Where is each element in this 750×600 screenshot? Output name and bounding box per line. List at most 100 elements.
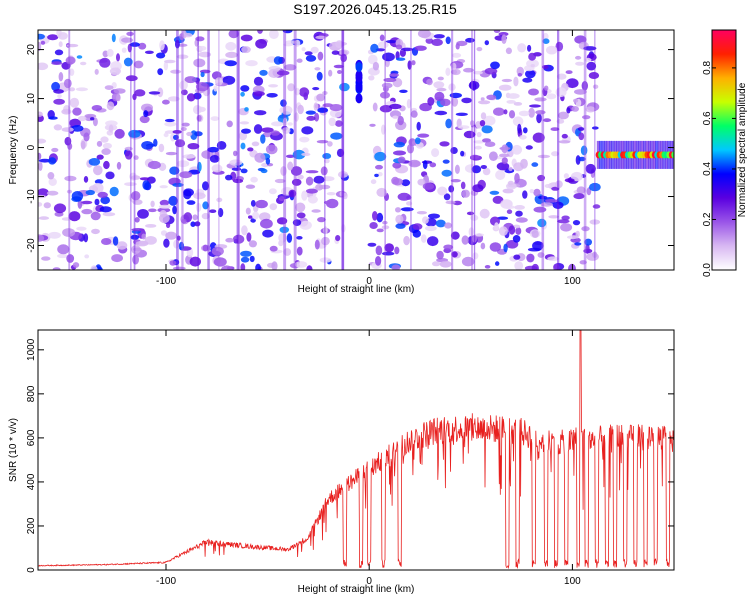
heatmap-cell xyxy=(445,36,451,45)
heatmap-cell xyxy=(207,146,220,153)
heatmap-cell xyxy=(198,45,207,51)
heatmap-cell xyxy=(445,67,451,77)
heatmap-cell xyxy=(315,184,324,191)
heatmap-cell xyxy=(265,144,278,155)
heatmap-cell xyxy=(441,169,453,177)
heatmap-cell xyxy=(213,257,227,267)
heatmap-cell xyxy=(145,224,157,228)
heatmap-cell xyxy=(109,186,119,197)
heatmap-cell xyxy=(255,39,267,49)
heatmap-cell xyxy=(238,131,248,141)
heatmap-cell xyxy=(434,91,445,102)
heatmap-streak xyxy=(207,30,210,270)
heatmap-cell xyxy=(222,75,236,85)
heatmap-cell xyxy=(61,127,74,132)
heatmap-cell xyxy=(495,170,506,180)
heatmap-cell xyxy=(317,107,329,113)
heatmap-cell xyxy=(106,101,115,111)
heatmap-cell xyxy=(40,40,46,45)
heatmap-cell xyxy=(512,116,524,127)
heatmap-cell xyxy=(393,141,405,148)
heatmap-cell xyxy=(69,97,80,108)
heatmap-cell xyxy=(416,211,427,215)
heatmap-cell xyxy=(431,148,440,158)
heatmap-cell xyxy=(134,217,140,223)
heatmap-cell xyxy=(126,31,134,36)
heatmap-cell xyxy=(253,124,263,134)
heatmap-cell xyxy=(455,112,468,117)
heatmap-cell xyxy=(270,130,281,136)
heatmap-cell xyxy=(383,77,397,83)
heatmap-cell xyxy=(271,261,278,270)
colorbar-tick-label: 0.0 xyxy=(702,263,713,277)
snr-frame xyxy=(37,329,675,571)
heatmap-cell xyxy=(157,87,164,98)
heatmap-cell xyxy=(428,213,440,219)
heatmap-cell xyxy=(65,56,76,65)
heatmap-cell xyxy=(94,198,100,206)
heatmap-cell xyxy=(83,132,90,142)
y-tick-label: 800 xyxy=(26,385,37,402)
heatmap-cell xyxy=(48,116,58,120)
heatmap-cell xyxy=(172,266,186,270)
heatmap-cell xyxy=(66,43,79,48)
heatmap-cell xyxy=(96,140,103,147)
heatmap-cell xyxy=(515,217,528,223)
heatmap-cell xyxy=(262,229,274,238)
heatmap-cell xyxy=(583,46,597,51)
heatmap-cell xyxy=(542,38,550,44)
heatmap-cell xyxy=(496,162,510,171)
heatmap-cell xyxy=(322,153,332,160)
heatmap-cell xyxy=(102,142,112,149)
heatmap-cell xyxy=(148,208,157,213)
heatmap-cell xyxy=(94,179,104,185)
heatmap-cell xyxy=(193,58,206,68)
heatmap-cell xyxy=(147,160,161,170)
heatmap-cell xyxy=(368,54,378,65)
heatmap-cell xyxy=(429,162,437,168)
heatmap-cell xyxy=(397,156,406,164)
heatmap-cell xyxy=(433,81,445,89)
y-tick-label: -10 xyxy=(26,189,37,204)
heatmap-cell xyxy=(376,187,388,197)
heatmap-cell xyxy=(48,157,57,165)
heatmap-cell xyxy=(225,51,239,59)
heatmap-cell xyxy=(525,69,536,79)
heatmap-cell xyxy=(281,127,291,134)
heatmap-cell xyxy=(76,226,87,231)
heatmap-cell xyxy=(296,246,303,256)
heatmap-cell xyxy=(588,72,600,79)
heatmap-cell xyxy=(382,52,395,62)
heatmap-cell xyxy=(53,203,67,214)
heatmap-cell xyxy=(513,254,521,260)
heatmap-cell xyxy=(575,55,582,60)
heatmap-cell xyxy=(443,244,454,250)
colorbar-tick-label: 0.8 xyxy=(702,61,713,75)
heatmap-cell xyxy=(195,36,205,42)
heatmap-cell xyxy=(221,265,233,270)
heatmap-cell xyxy=(158,204,172,209)
heatmap-cell xyxy=(116,161,122,170)
heatmap-cell xyxy=(101,238,112,245)
heatmap-cell xyxy=(224,60,237,67)
heatmap-cell xyxy=(316,71,323,81)
heatmap-streak xyxy=(471,30,474,270)
heatmap-cell xyxy=(417,30,431,38)
heatmap-cell xyxy=(53,124,63,131)
heatmap-cell xyxy=(557,111,569,120)
chart-title: S197.2026.045.13.25.R15 xyxy=(293,1,457,17)
heatmap-cell xyxy=(137,209,149,219)
heatmap-cell xyxy=(211,246,224,256)
heatmap-cell xyxy=(536,113,542,124)
heatmap-cell xyxy=(576,186,586,194)
heatmap-cell xyxy=(229,159,243,166)
heatmap-cell xyxy=(526,253,535,263)
heatmap-cell xyxy=(54,49,64,56)
heatmap-cell xyxy=(313,175,325,184)
heatmap-cell xyxy=(111,254,123,263)
heatmap-cell xyxy=(72,262,80,268)
heatmap-cell xyxy=(299,220,312,230)
heatmap-cell xyxy=(406,195,412,200)
heatmap-cell xyxy=(451,68,461,76)
